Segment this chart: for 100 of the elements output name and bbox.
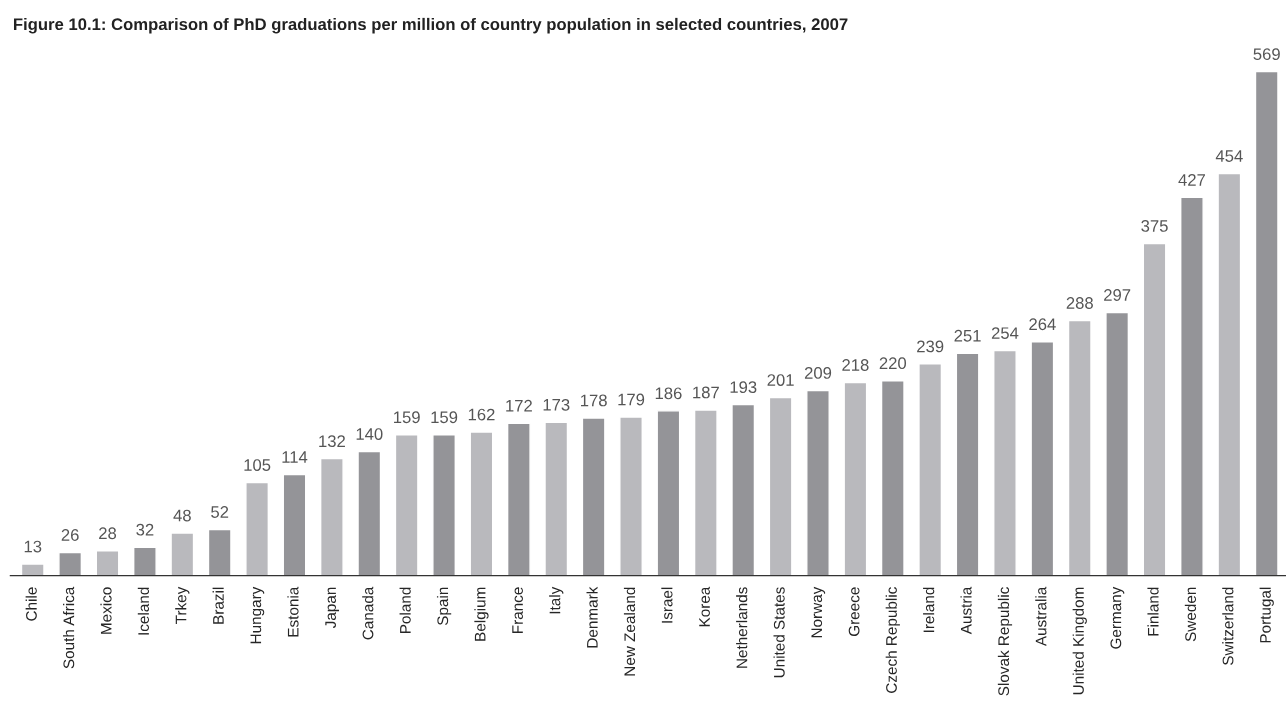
bar (993, 349, 1017, 576)
data-label: 254 (991, 327, 1019, 340)
bar (656, 410, 681, 576)
x-tick-label: Canada (362, 586, 374, 640)
x-tick-label: Trkey (175, 586, 190, 624)
bar (581, 417, 606, 576)
x-tick-label: Belgium (474, 587, 489, 641)
bar (806, 389, 830, 576)
bar (394, 434, 419, 576)
data-label: 13 (24, 540, 42, 553)
data-label: 159 (394, 411, 420, 424)
x-tick-label: Finland (1147, 587, 1159, 636)
bar (170, 532, 195, 576)
x-tick-label: Slovak Republic (997, 587, 1013, 696)
x-tick-label: Greece (848, 587, 860, 637)
x-tick-label: Israel (661, 587, 673, 623)
x-tick-label: Australia (1035, 586, 1047, 647)
data-label: 427 (1178, 174, 1206, 186)
x-tick-label: Denmark (586, 586, 598, 648)
bar (357, 450, 382, 576)
data-label: 178 (581, 394, 607, 407)
data-label: 264 (1029, 318, 1056, 331)
data-label: 288 (1066, 297, 1093, 309)
bar (1142, 242, 1167, 576)
x-tick-label: New Zealand (623, 587, 636, 676)
data-label: 569 (1253, 48, 1280, 61)
data-label: 32 (136, 523, 154, 536)
bar (58, 551, 83, 576)
bar (955, 352, 980, 576)
data-label: 114 (282, 451, 308, 463)
bar (506, 422, 531, 576)
data-label: 186 (655, 387, 682, 400)
data-label: 220 (879, 357, 907, 370)
bar (1030, 341, 1055, 576)
bar (95, 550, 120, 576)
bar (1067, 319, 1092, 576)
bar (282, 473, 307, 576)
x-tick-label: Italy (549, 586, 564, 614)
x-tick-label: Sweden (1184, 587, 1197, 642)
bar (245, 481, 270, 576)
data-label: 251 (954, 329, 981, 342)
x-tick-label: Germany (1110, 586, 1125, 649)
bar (207, 528, 232, 576)
x-tick-label: Austria (960, 586, 972, 635)
bar (133, 546, 157, 576)
x-tick-label: Ireland (923, 587, 935, 632)
data-label: 239 (917, 340, 944, 353)
x-tick-label: Estonia (287, 586, 299, 637)
chart-title: Figure 10.1: Comparison of PhD graduations per million of country population in selected countries, 2007 (13, 17, 848, 34)
bar (768, 396, 793, 576)
data-label: 48 (173, 509, 191, 522)
x-tick-label: United Kingdom (1072, 587, 1087, 695)
data-label: 179 (618, 393, 645, 406)
bar (432, 434, 456, 576)
bar (619, 416, 643, 576)
data-label: 172 (506, 399, 532, 412)
x-tick-label: Portugal (1259, 587, 1274, 643)
bar (544, 421, 569, 576)
bar (731, 403, 756, 576)
x-tick-label: Mexico (100, 587, 112, 634)
data-label: 209 (804, 367, 832, 379)
bar (20, 563, 45, 576)
x-tick-label: Korea (699, 586, 710, 627)
data-label: 105 (244, 459, 271, 471)
data-label: 187 (693, 386, 719, 399)
data-label: 218 (842, 359, 869, 371)
x-tick-label: Netherlands (736, 587, 748, 668)
x-tick-label: Iceland (137, 587, 150, 635)
data-label: 201 (767, 374, 794, 386)
x-tick-label: South Africa (63, 586, 75, 669)
x-tick-label: Brazil (212, 587, 224, 624)
data-label: 193 (730, 381, 757, 394)
bar (843, 381, 868, 576)
data-label: 159 (431, 411, 458, 424)
x-tick-label: France (512, 587, 523, 633)
bar (918, 363, 943, 576)
data-label: 375 (1141, 220, 1168, 232)
bar (319, 457, 344, 576)
data-label: 140 (356, 428, 383, 440)
x-tick-label: Norway (811, 586, 826, 638)
x-tick-label: Hungary (250, 586, 265, 644)
data-label: 173 (543, 398, 570, 411)
data-label: 132 (319, 435, 345, 448)
data-label: 28 (99, 527, 117, 540)
bar (880, 380, 905, 576)
bar (693, 409, 718, 576)
bar (1180, 196, 1204, 576)
bar (1105, 311, 1130, 576)
x-tick-label: Japan (325, 587, 340, 629)
data-label: 26 (61, 529, 79, 541)
x-tick-label: Czech Republic (885, 587, 900, 693)
bar (469, 431, 494, 576)
x-tick-label: United States (773, 587, 785, 678)
data-label: 297 (1104, 289, 1131, 301)
x-tick-label: Chile (25, 587, 37, 621)
bar (1254, 70, 1279, 576)
bar (1217, 172, 1242, 576)
data-label: 52 (211, 506, 229, 518)
x-tick-label: Spain (436, 587, 452, 626)
x-tick-label: Switzerland (1222, 587, 1234, 665)
